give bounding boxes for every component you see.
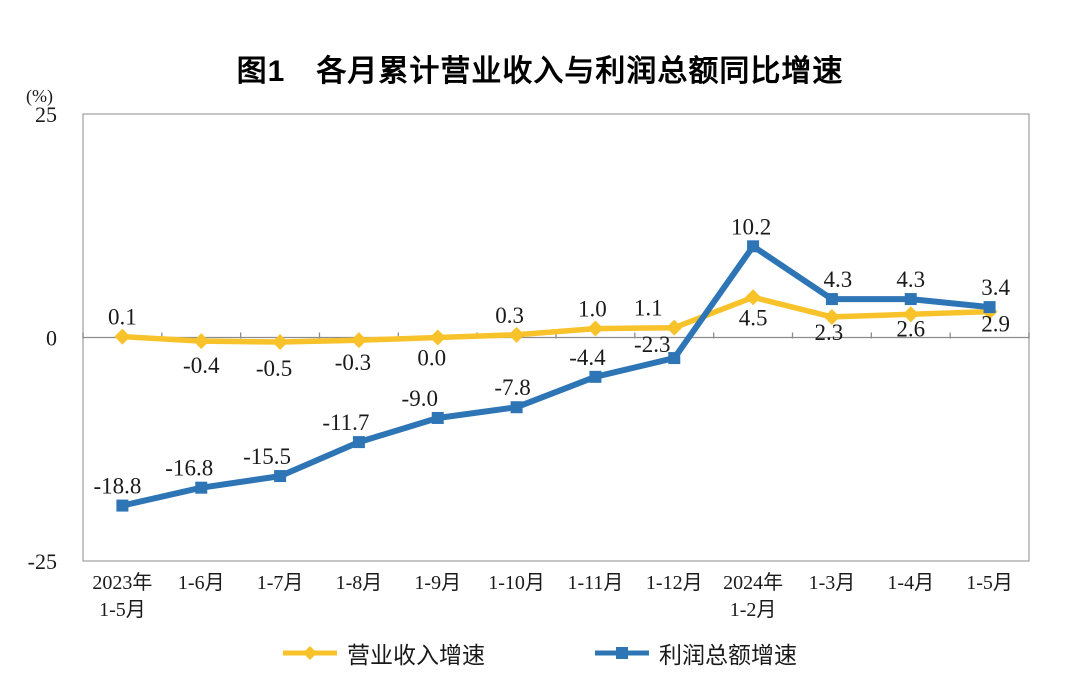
- profit-marker: [431, 411, 444, 424]
- x-axis-tick-label: 1-11月: [567, 572, 623, 594]
- revenue-marker: [666, 319, 683, 336]
- data-label: -0.3: [335, 350, 371, 375]
- profit-marker: [983, 301, 996, 314]
- revenue-marker: [114, 328, 131, 345]
- x-axis-tick-label: 1-9月: [414, 572, 461, 594]
- y-axis-unit-label: (%): [26, 86, 53, 106]
- legend-label-revenue: 营业收入增速: [347, 643, 485, 668]
- data-label: 10.2: [731, 214, 771, 239]
- revenue-marker: [193, 333, 210, 350]
- revenue-line: [122, 294, 990, 345]
- data-label: 1.0: [578, 297, 607, 322]
- revenue-marker: [429, 329, 446, 346]
- revenue-marker: [587, 320, 604, 337]
- profit-marker: [195, 481, 208, 494]
- profit-marker: [747, 240, 760, 253]
- profit-marker: [825, 293, 838, 306]
- data-label: 0.0: [417, 346, 446, 371]
- revenue-marker: [902, 306, 919, 323]
- data-label: 3.4: [981, 275, 1010, 300]
- data-label: -16.8: [165, 456, 213, 481]
- data-label: 4.5: [739, 305, 768, 330]
- profit-marker: [274, 470, 287, 483]
- data-label: -0.5: [256, 356, 292, 381]
- x-axis-tick-label: 2024年: [723, 571, 783, 594]
- data-label: -4.4: [569, 345, 606, 370]
- data-label: 2.6: [896, 316, 925, 341]
- x-axis-tick-label: 1-12月: [646, 572, 703, 594]
- data-label: -18.8: [93, 474, 141, 499]
- chart-title: 图1 各月累计营业收入与利润总额同比增速: [236, 55, 844, 88]
- data-label: -0.4: [183, 353, 220, 378]
- revenue-marker: [350, 332, 367, 349]
- profit-marker: [352, 436, 365, 449]
- data-label: 0.3: [495, 303, 524, 328]
- profit-marker: [510, 401, 523, 414]
- revenue-line-diamond-swatch: [283, 646, 337, 660]
- data-label: 1.1: [634, 296, 663, 321]
- x-axis-tick-label: 1-7月: [257, 572, 304, 594]
- x-axis-tick-label: 1-6月: [178, 572, 225, 594]
- y-axis-tick-label: -25: [28, 549, 57, 574]
- revenue-marker: [272, 333, 289, 350]
- data-label: 4.3: [824, 267, 853, 292]
- x-axis-tick-label: 1-5月: [966, 572, 1013, 594]
- x-axis-tick-label: 2023年: [92, 571, 152, 594]
- data-label: -9.0: [402, 386, 438, 411]
- profit-marker: [904, 293, 917, 306]
- y-axis-tick-label: 0: [46, 326, 57, 351]
- y-axis-tick-label: 25: [35, 102, 57, 127]
- x-axis-tick-label: 1-5月: [99, 599, 146, 621]
- data-label: -2.3: [634, 332, 670, 357]
- data-label: 4.3: [896, 267, 925, 292]
- legend-label-profit: 利润总额增速: [659, 643, 797, 668]
- x-axis-tick-label: 1-10月: [488, 572, 545, 594]
- data-label: 0.1: [108, 305, 137, 330]
- profit-line-square-swatch: [595, 647, 649, 659]
- x-axis-tick-label: 1-4月: [887, 572, 934, 594]
- data-label: 2.3: [815, 320, 844, 345]
- profit-marker: [668, 352, 681, 365]
- revenue-marker: [745, 289, 762, 306]
- revenue-marker: [823, 308, 840, 325]
- data-label: -15.5: [243, 444, 291, 469]
- data-label: -7.8: [494, 375, 530, 400]
- profit-line: [121, 243, 990, 509]
- legend-item-profit: 利润总额增速: [595, 636, 797, 670]
- x-axis-tick-label: 1-8月: [336, 572, 383, 594]
- data-label: 2.9: [981, 312, 1010, 337]
- legend-item-revenue: 营业收入增速: [283, 636, 485, 670]
- profit-marker: [116, 499, 129, 512]
- profit-marker: [589, 370, 602, 383]
- legend: 营业收入增速 利润总额增速: [0, 636, 1080, 670]
- data-label: -11.7: [322, 410, 369, 435]
- x-axis-tick-label: 1-2月: [730, 599, 777, 621]
- revenue-marker: [508, 326, 525, 343]
- x-axis-tick-label: 1-3月: [809, 572, 856, 594]
